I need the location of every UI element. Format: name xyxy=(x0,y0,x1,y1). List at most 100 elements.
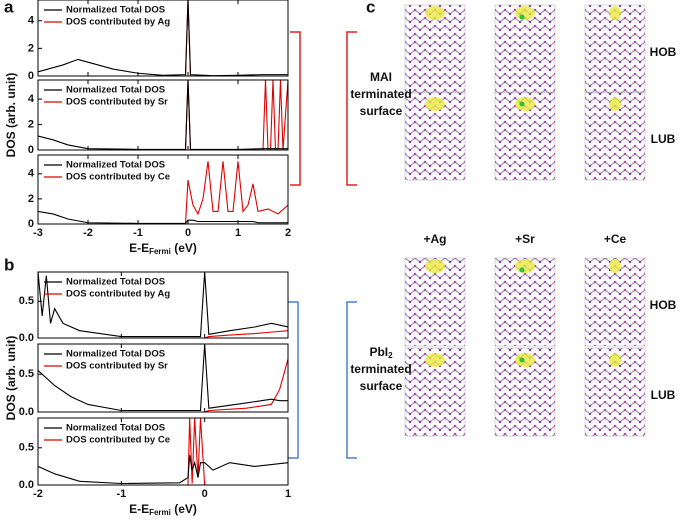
group-label: terminated xyxy=(350,87,411,101)
legend-label: DOS contributed by Ce xyxy=(66,172,170,183)
row-label: HOB xyxy=(650,45,677,59)
charge-density xyxy=(609,259,621,273)
structure xyxy=(584,257,646,347)
group-label-part: MAI xyxy=(370,70,392,84)
group-label: MAI xyxy=(370,70,392,84)
y-tick-label: 0.0 xyxy=(19,479,34,491)
y-tick-label: 0.0 xyxy=(19,332,34,344)
y-tick-label: 0.5 xyxy=(19,295,34,307)
row-label: HOB xyxy=(650,298,677,312)
dopant xyxy=(519,101,525,107)
panel-label: b xyxy=(4,255,14,274)
group-label-part: surface xyxy=(360,379,403,393)
dopant xyxy=(519,267,525,273)
y-tick-label: 4 xyxy=(28,15,35,27)
charge-density xyxy=(609,353,621,367)
x-tick-label: 2 xyxy=(285,227,291,239)
charge-density xyxy=(515,353,535,367)
x-axis-label-part: Fermi xyxy=(149,247,171,256)
x-axis-label-part: (eV) xyxy=(171,502,197,516)
legend-label: Normalized Total DOS xyxy=(66,349,165,360)
legend-label: Normalized Total DOS xyxy=(66,423,165,434)
y-tick-label: 0.5 xyxy=(19,442,34,454)
col-label: +Ag xyxy=(423,232,446,246)
legend-label: DOS contributed by Ag xyxy=(66,17,170,28)
legend-label: Normalized Total DOS xyxy=(66,160,165,171)
y-tick-label: 4 xyxy=(28,168,35,180)
x-tick-label: -2 xyxy=(33,488,43,500)
charge-density xyxy=(425,259,445,273)
legend-label: Normalized Total DOS xyxy=(66,277,165,288)
charge-density xyxy=(515,6,535,20)
line xyxy=(38,0,288,76)
group-label: terminated xyxy=(350,362,411,376)
charge-density xyxy=(609,97,621,111)
line xyxy=(38,418,288,485)
x-axis-label: E-EFermi (eV) xyxy=(129,241,197,256)
group-label-part: terminated xyxy=(350,87,411,101)
legend-label: DOS contributed by Ce xyxy=(66,435,170,446)
group-label-part: 2 xyxy=(388,351,393,360)
legend-label: Normalized Total DOS xyxy=(66,85,165,96)
y-tick-label: 0 xyxy=(28,144,34,156)
legend-label: Normalized Total DOS xyxy=(66,5,165,16)
legend-label: DOS contributed by Sr xyxy=(66,97,168,108)
group-label: surface xyxy=(360,104,403,118)
bracket xyxy=(346,31,357,186)
x-tick-label: -2 xyxy=(83,227,93,239)
row-label: LUB xyxy=(651,132,676,146)
y-tick-label: 4 xyxy=(28,93,35,105)
panel-label: a xyxy=(4,0,14,16)
y-axis-label: DOS (arb. unit) xyxy=(4,73,18,158)
structure-images xyxy=(404,4,646,437)
y-tick-label: 2 xyxy=(28,193,34,205)
bracket xyxy=(288,301,299,459)
group-label: surface xyxy=(360,379,403,393)
panel-label: c xyxy=(366,0,375,16)
group-label: PbI2 xyxy=(369,345,393,360)
line xyxy=(38,344,288,412)
bracket xyxy=(346,301,357,459)
plot-frame xyxy=(37,79,289,151)
charge-density xyxy=(425,6,445,20)
y-tick-label: 0.5 xyxy=(19,368,34,380)
charge-density xyxy=(425,353,445,367)
plot-frame xyxy=(37,271,289,339)
line xyxy=(38,330,288,338)
line xyxy=(38,210,288,224)
col-label: +Sr xyxy=(515,232,535,246)
line xyxy=(38,80,288,150)
y-tick-label: 0 xyxy=(28,70,34,82)
y-tick-label: 2 xyxy=(28,118,34,130)
x-tick-label: -1 xyxy=(133,227,143,239)
legend-label: DOS contributed by Sr xyxy=(66,361,168,372)
x-tick-label: -1 xyxy=(116,488,126,500)
legend-label: DOS contributed by Ag xyxy=(66,289,170,300)
group-label-part: surface xyxy=(360,104,403,118)
plot-frame xyxy=(37,417,289,486)
x-axis-label-part: E-E xyxy=(129,241,149,255)
x-tick-label: -3 xyxy=(33,227,43,239)
x-tick-label: 1 xyxy=(285,488,291,500)
dopant xyxy=(519,14,525,20)
x-tick-label: 0 xyxy=(202,488,208,500)
plot-frame xyxy=(37,343,289,413)
col-label: +Ce xyxy=(604,232,627,246)
dopant xyxy=(519,357,525,363)
line xyxy=(38,272,288,338)
x-axis-label-part: Fermi xyxy=(149,508,171,517)
y-tick-label: 0 xyxy=(28,218,34,230)
row-label: LUB xyxy=(651,388,676,402)
y-tick-label: 0.0 xyxy=(19,406,34,418)
x-axis-label: E-EFermi (eV) xyxy=(129,502,197,517)
x-tick-label: 0 xyxy=(185,227,191,239)
x-axis-label-part: E-E xyxy=(129,502,149,516)
bracket xyxy=(290,31,301,186)
group-label-part: PbI xyxy=(369,345,388,359)
y-tick-label: 2 xyxy=(28,42,34,54)
charge-density xyxy=(425,97,445,111)
y-axis-label: DOS (arb. unit) xyxy=(4,336,18,421)
charge-density xyxy=(515,97,535,111)
charge-density xyxy=(609,6,621,20)
